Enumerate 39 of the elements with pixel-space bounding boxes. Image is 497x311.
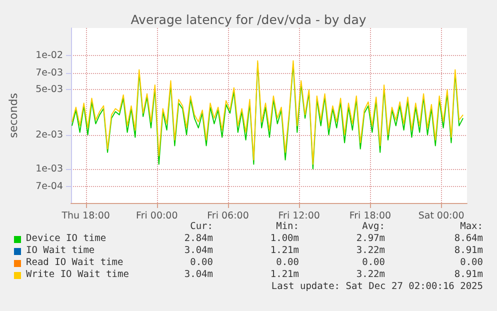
y-tick-label: 1e-03: [36, 163, 63, 174]
x-tick-label: Fri 00:00: [136, 210, 178, 222]
text: 3.04m: [184, 245, 213, 256]
text: 8.64m: [454, 233, 483, 244]
text: Max:: [460, 221, 483, 232]
text: 1.00m: [270, 233, 299, 244]
text: 0.00: [276, 257, 299, 268]
x-tick-label: Fri 18:00: [349, 210, 392, 222]
x-tick-label: Fri 12:00: [278, 210, 320, 222]
y-tick-label: 7e-03: [36, 68, 63, 79]
text: 2.97m: [356, 233, 385, 244]
text: 0.00: [362, 257, 385, 268]
text: 0.00: [190, 257, 213, 268]
text: 3.04m: [184, 269, 213, 280]
y-tick-label: 1e-02: [36, 50, 63, 62]
text: Avg:: [362, 221, 385, 232]
text: 3.22m: [356, 269, 385, 280]
text: 3.22m: [356, 245, 385, 256]
legend-label: IO Wait time: [26, 245, 95, 256]
y-axis-title: seconds: [7, 92, 20, 138]
text: 1.21m: [270, 245, 299, 256]
y-tick-label: 2e-03: [36, 129, 63, 140]
x-tick-label: Thu 18:00: [60, 210, 110, 222]
legend-label: Read IO Wait time: [26, 257, 124, 268]
y-tick-label: 5e-03: [36, 84, 63, 96]
chart-title: Average latency for /dev/vda - by day: [130, 12, 367, 27]
text: Last update: Sat Dec 27 02:00:16 2025: [271, 281, 483, 292]
text: 8.91m: [454, 269, 483, 280]
legend-label: Device IO time: [26, 233, 106, 244]
text: 1.21m: [270, 269, 299, 280]
text: Min:: [276, 221, 299, 232]
text: 2.84m: [184, 233, 213, 244]
x-tick-label: Fri 06:00: [207, 210, 249, 222]
text: Cur:: [190, 221, 213, 232]
text: 8.91m: [454, 245, 483, 256]
text: 0.00: [460, 257, 483, 268]
x-tick-label: Sat 00:00: [418, 210, 464, 222]
y-tick-label: 7e-04: [36, 180, 63, 192]
legend-label: Write IO Wait time: [26, 269, 129, 280]
